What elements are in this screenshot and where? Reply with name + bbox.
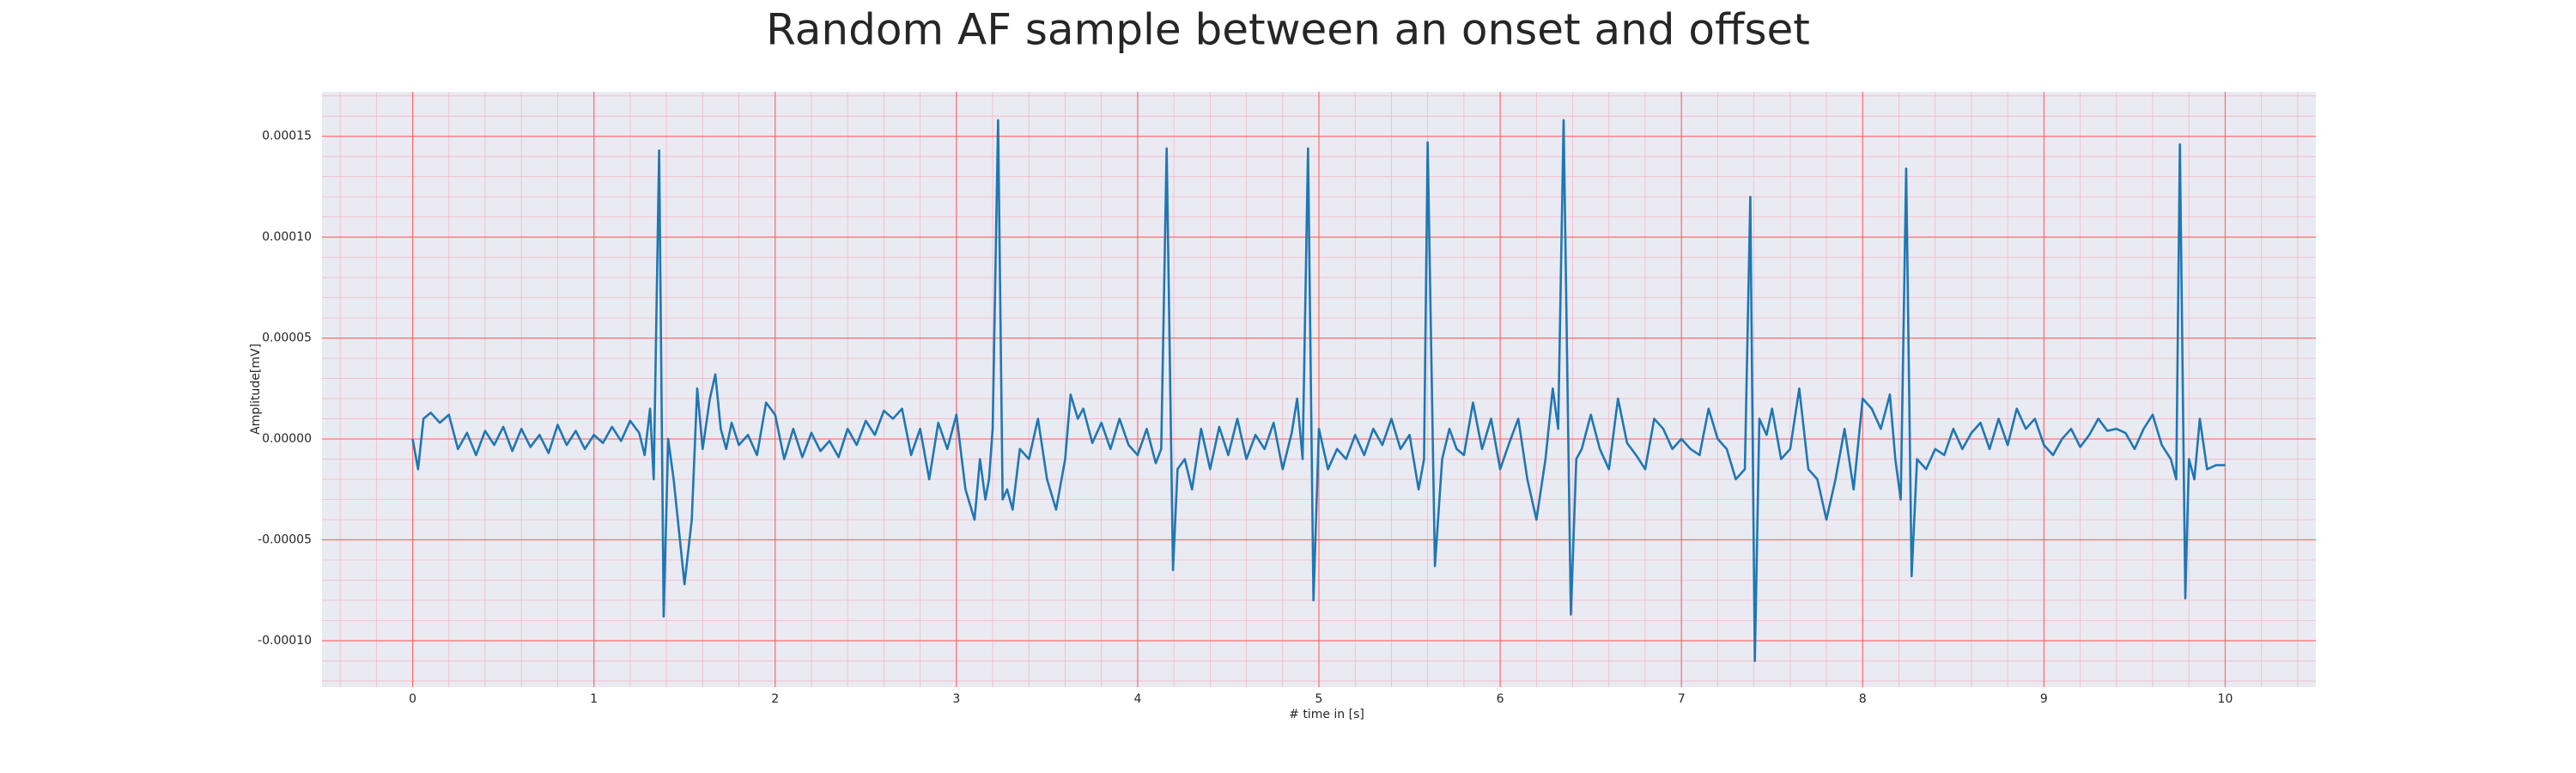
x-tick-label: 8 [1859,692,1867,706]
chart-title: Random AF sample between an onset and of… [766,5,1810,55]
x-tick-label: 2 [771,692,779,706]
y-tick-label: 0.00005 [262,332,312,345]
x-tick-label: 1 [590,692,598,706]
y-axis-label: Amplitude[mV] [249,344,263,435]
series-line [411,119,2226,662]
x-tick-label: 10 [2218,692,2233,706]
y-tick-label: -0.00005 [258,533,312,547]
x-tick-label: 3 [952,692,960,706]
y-tick-label: 0.00010 [262,230,312,244]
y-tick-label: -0.00010 [258,634,312,648]
x-tick-label: 0 [409,692,416,706]
x-tick-label: 9 [2040,692,2048,706]
y-tick-label: 0.00000 [262,432,312,446]
x-tick-label: 4 [1133,692,1141,706]
x-tick-label: 5 [1315,692,1323,706]
x-axis-label: # time in [s] [1289,708,1364,721]
x-tick-label: 6 [1497,692,1504,706]
y-tick-label: 0.00015 [262,130,312,143]
x-tick-label: 7 [1678,692,1686,706]
